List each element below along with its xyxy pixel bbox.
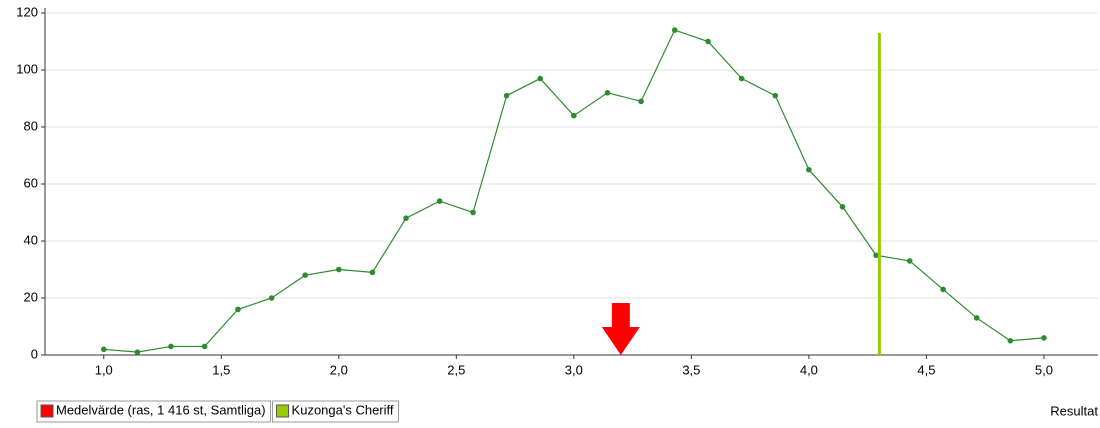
point	[1041, 335, 1047, 341]
legend-item: Medelvärde (ras, 1 416 st, Samtliga)	[36, 400, 272, 423]
legend-item: Kuzonga's Cheriff	[272, 400, 400, 423]
legend-swatch	[276, 404, 290, 418]
y-tick-label: 120	[16, 4, 38, 19]
point	[302, 272, 308, 279]
y-tick-label: 80	[24, 118, 38, 133]
point	[470, 209, 476, 216]
point	[940, 286, 946, 293]
point	[906, 258, 913, 264]
point	[839, 204, 846, 210]
point	[134, 349, 141, 355]
y-tick-label: 20	[24, 289, 38, 304]
point	[235, 306, 241, 313]
point	[100, 346, 107, 353]
point	[671, 27, 678, 33]
point	[638, 98, 644, 105]
point	[336, 266, 342, 273]
point	[537, 75, 544, 82]
point	[168, 343, 174, 350]
y-tick-label: 60	[24, 175, 38, 190]
mean-arrow	[601, 303, 640, 355]
point	[705, 38, 711, 45]
x-tick-label: 1,5	[212, 362, 230, 377]
y-tick-label: 0	[31, 346, 38, 361]
point	[571, 112, 577, 119]
x-tick-label: 5,0	[1035, 362, 1053, 377]
point	[268, 295, 275, 301]
y-tick-label: 100	[16, 61, 38, 76]
x-tick-label: 2,5	[447, 362, 465, 377]
y-tick-label: 40	[24, 232, 38, 247]
point	[604, 90, 611, 96]
point	[436, 198, 443, 204]
legend: Medelvärde (ras, 1 416 st, Samtliga) Kuzo…	[36, 400, 400, 423]
legend-box	[272, 400, 400, 423]
x-tick-label: 2,0	[330, 362, 348, 377]
x-tick-label: 1,0	[95, 362, 113, 377]
point	[873, 252, 879, 259]
point	[1007, 337, 1014, 344]
point	[503, 92, 510, 99]
x-axis-label: Resultat	[1050, 403, 1098, 418]
x-tick-label: 3,0	[565, 362, 583, 377]
x-tick-label: 4,5	[917, 362, 935, 377]
point	[772, 92, 779, 99]
point	[369, 269, 376, 276]
point	[738, 75, 745, 82]
x-tick-label: 3,5	[682, 362, 700, 377]
x-tick-label: 4,0	[800, 362, 818, 377]
legend-box	[36, 400, 272, 423]
line	[103, 29, 1044, 353]
point	[403, 215, 409, 221]
legend-swatch	[40, 404, 54, 418]
legend-label: Medelvärde (ras, 1 416 st, Samtliga)	[56, 402, 266, 417]
legend-label: Kuzonga's Cheriff	[292, 402, 394, 417]
point	[201, 343, 208, 350]
point	[806, 166, 812, 173]
point	[973, 315, 980, 321]
